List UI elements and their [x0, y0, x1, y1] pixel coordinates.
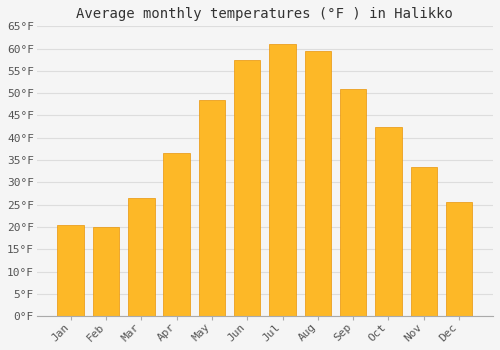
- Title: Average monthly temperatures (°F ) in Halikko: Average monthly temperatures (°F ) in Ha…: [76, 7, 454, 21]
- Bar: [304, 51, 331, 316]
- Bar: [128, 198, 154, 316]
- Bar: [198, 100, 225, 316]
- Bar: [446, 202, 472, 316]
- Bar: [410, 167, 437, 316]
- Bar: [270, 44, 296, 316]
- Bar: [58, 225, 84, 316]
- Bar: [234, 60, 260, 316]
- Bar: [164, 153, 190, 316]
- Bar: [375, 127, 402, 316]
- Bar: [340, 89, 366, 316]
- Bar: [93, 227, 120, 316]
